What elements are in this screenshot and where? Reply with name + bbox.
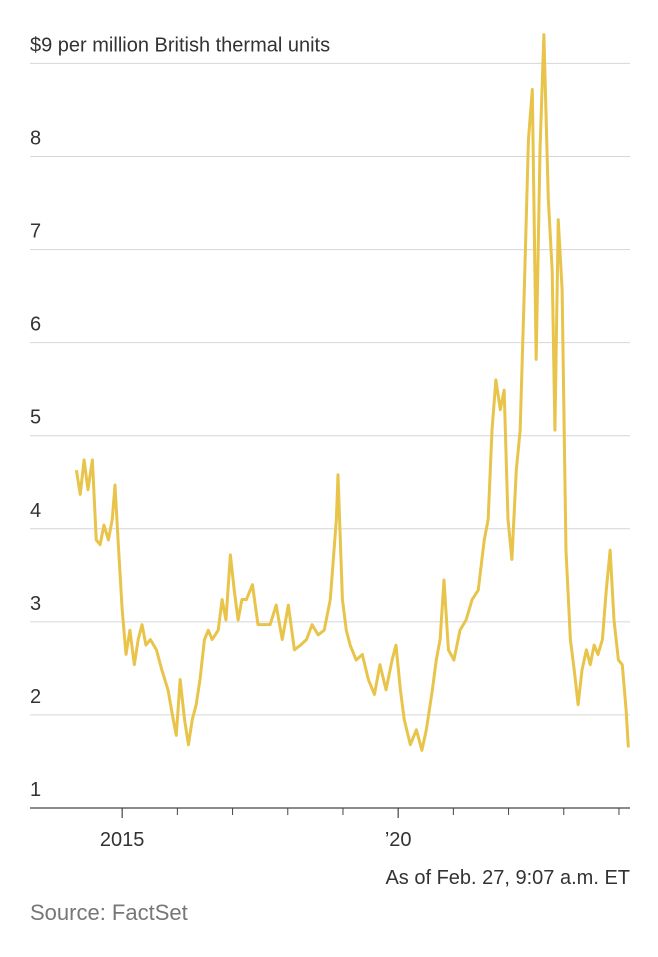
y-tick-label: 8 <box>30 128 41 150</box>
y-tick-label: 7 <box>30 221 41 243</box>
y-tick-label: $9 per million British thermal units <box>30 34 330 56</box>
y-tick-label: 5 <box>30 407 41 429</box>
source: Source: FactSet <box>30 900 188 925</box>
y-tick-label: 3 <box>30 593 41 615</box>
price-line <box>74 33 630 752</box>
x-tick-label: 2015 <box>100 829 145 851</box>
y-tick-label: 2 <box>30 686 41 708</box>
y-tick-label: 4 <box>30 500 41 522</box>
x-tick-label: ’20 <box>385 829 412 851</box>
y-tick-label: 1 <box>30 779 41 801</box>
annotation: As of Feb. 27, 9:07 a.m. ET <box>385 867 630 889</box>
y-tick-label: 6 <box>30 314 41 336</box>
